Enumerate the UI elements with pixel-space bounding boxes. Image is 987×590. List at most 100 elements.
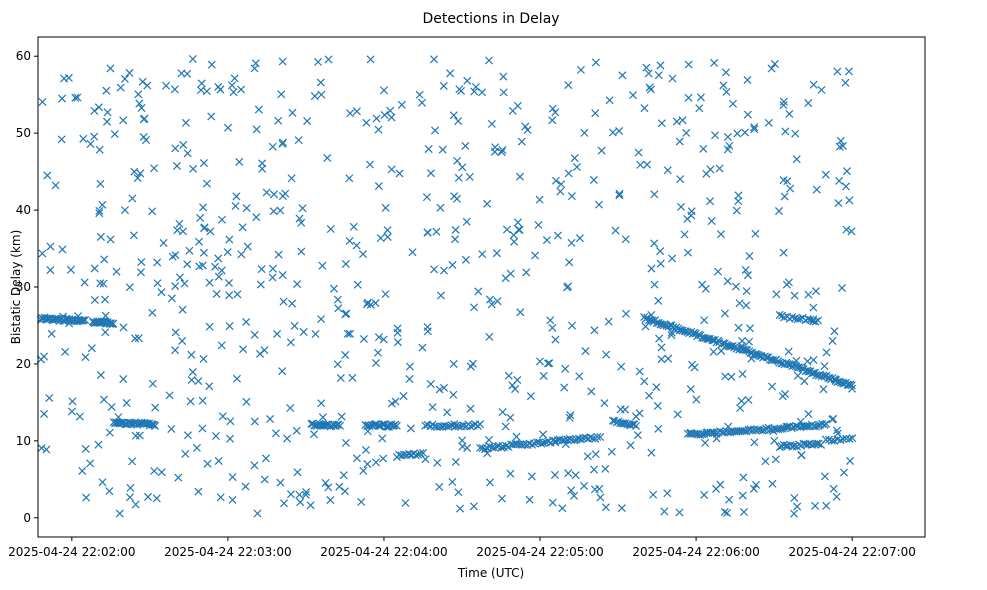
detection-marker [450, 422, 459, 431]
detection-marker [750, 438, 759, 447]
detection-marker [82, 493, 91, 502]
detection-marker [783, 177, 792, 186]
detection-marker [183, 431, 192, 440]
detection-marker [513, 218, 522, 227]
x-axis: 2025-04-24 22:02:00 2025-04-24 22:03:00 20… [8, 537, 916, 559]
detection-marker [478, 250, 487, 259]
detection-marker [341, 350, 350, 359]
detection-marker [365, 160, 375, 169]
detection-marker [483, 449, 492, 458]
detection-marker [168, 252, 177, 261]
detection-marker [387, 165, 396, 174]
y-tick-label: 60 [16, 49, 31, 63]
detection-marker [294, 136, 303, 145]
detection-marker [397, 100, 406, 109]
detection-marker [43, 171, 52, 180]
detection-marker [268, 142, 277, 151]
detection-marker [416, 449, 425, 458]
detection-marker [98, 478, 107, 487]
detection-marker [323, 153, 332, 162]
detection-marker [791, 129, 800, 138]
detection-marker [271, 429, 280, 438]
detection-marker [660, 507, 669, 516]
detection-marker [446, 69, 455, 78]
detection-marker [86, 139, 95, 148]
detection-marker [684, 93, 693, 102]
detection-marker [647, 264, 656, 273]
detection-marker [846, 456, 855, 465]
detection-marker [119, 116, 128, 125]
y-tick-label: 40 [16, 203, 31, 217]
detection-marker [297, 218, 306, 227]
detection-marker [387, 113, 396, 122]
detection-marker [94, 103, 103, 112]
detection-marker [415, 90, 424, 99]
detection-marker [567, 486, 576, 495]
detection-marker [735, 299, 744, 308]
detection-marker [749, 484, 758, 493]
detection-marker [306, 501, 315, 510]
detection-marker [205, 278, 214, 287]
detection-marker [449, 359, 458, 368]
detection-marker [499, 72, 508, 81]
detection-marker [803, 357, 812, 366]
detection-marker [790, 509, 799, 518]
detection-marker [490, 443, 499, 452]
detection-marker [333, 360, 342, 369]
detection-marker [604, 317, 613, 326]
detection-marker [678, 326, 687, 335]
detection-marker [607, 447, 616, 456]
detection-marker [632, 421, 641, 430]
detection-marker [551, 335, 560, 344]
detection-marker [711, 131, 720, 140]
detection-marker [534, 220, 543, 230]
detection-marker [228, 495, 237, 504]
detection-marker [383, 232, 392, 242]
detection-marker [277, 90, 286, 99]
detection-marker [143, 492, 153, 501]
detection-marker [448, 260, 457, 269]
detection-marker [424, 145, 433, 154]
detection-marker [298, 204, 307, 213]
detection-marker [506, 469, 515, 478]
detection-marker [510, 237, 519, 246]
detection-marker [361, 445, 370, 455]
detection-marker [373, 348, 383, 357]
detection-marker [426, 169, 435, 178]
detection-marker [527, 472, 536, 481]
detection-marker [653, 401, 662, 410]
detection-marker [725, 342, 734, 351]
detection-marker [676, 202, 686, 211]
detection-marker [712, 434, 721, 443]
detection-marker [194, 377, 203, 386]
detection-marker [150, 164, 159, 173]
detection-marker [485, 332, 494, 341]
detection-marker [374, 125, 383, 134]
detection-marker [393, 324, 402, 333]
detection-marker [189, 164, 198, 173]
detection-marker [157, 468, 166, 477]
detection-marker [383, 226, 392, 235]
detection-marker [122, 398, 131, 407]
detection-marker [148, 420, 157, 429]
detection-marker [128, 194, 137, 203]
detection-marker [622, 309, 631, 318]
detection-marker [79, 316, 88, 325]
detection-marker [811, 501, 820, 510]
detection-marker [847, 227, 856, 236]
detection-marker [335, 482, 344, 491]
detection-marker [596, 433, 605, 442]
detection-marker [303, 117, 312, 126]
detection-marker [218, 412, 227, 421]
detection-marker [250, 64, 259, 73]
detection-marker [96, 232, 105, 241]
detection-marker [768, 479, 777, 488]
detection-marker [558, 504, 567, 513]
detection-marker [822, 348, 831, 357]
detection-marker [405, 375, 414, 384]
detection-marker [316, 78, 325, 87]
detection-marker [162, 81, 171, 90]
detection-marker [531, 251, 540, 260]
detection-marker [822, 501, 831, 510]
